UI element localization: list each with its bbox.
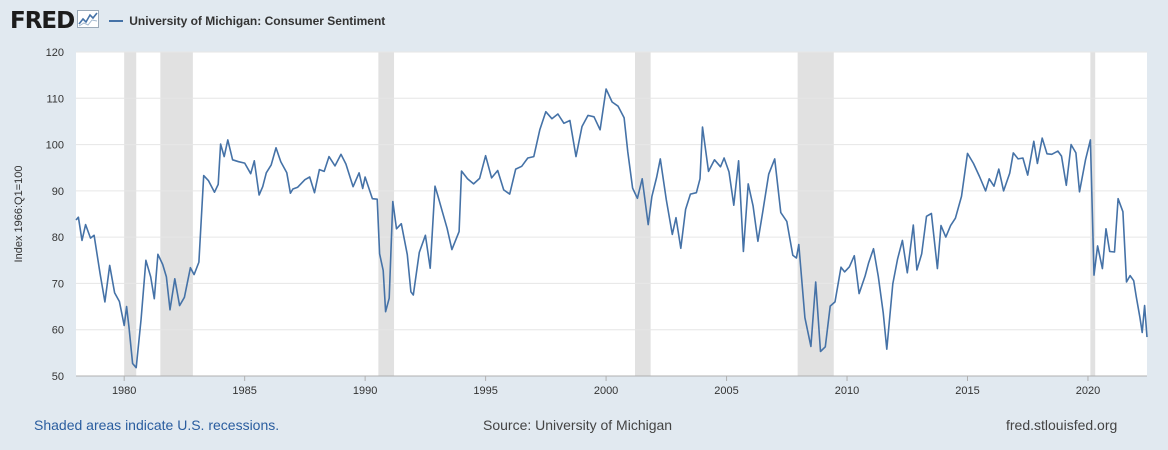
y-tick-label: 80	[52, 232, 64, 244]
x-tick-label: 1980	[112, 385, 136, 397]
y-tick-label: 70	[52, 278, 64, 290]
recession-band	[634, 52, 651, 376]
x-tick-label: 2015	[955, 385, 979, 397]
y-tick-label: 110	[46, 93, 64, 105]
x-tick-label: 1990	[353, 385, 377, 397]
x-tick-label: 1985	[232, 385, 256, 397]
recessions-note[interactable]: Shaded areas indicate U.S. recessions.	[34, 417, 280, 433]
recession-band	[160, 52, 193, 376]
series-line-consumer-sentiment[interactable]	[75, 88, 1148, 369]
grid-lines	[76, 51, 1147, 377]
recession-band	[124, 52, 137, 376]
fred-logo[interactable]: FRED	[10, 8, 100, 34]
y-tick-label: 50	[52, 371, 64, 383]
x-axis-ticks: 1980 1985 1990 1995 2000 2005 2010 2015 2020	[112, 376, 1100, 397]
y-tick-label: 60	[52, 325, 64, 337]
chart-sparkline-icon	[77, 9, 100, 33]
plot-area	[76, 52, 1147, 376]
y-tick-label: 120	[46, 47, 64, 59]
legend-swatch	[109, 20, 124, 22]
x-tick-label: 2005	[714, 385, 738, 397]
site-link[interactable]: fred.stlouisfed.org	[1006, 417, 1118, 433]
y-tick-label: 100	[46, 140, 64, 152]
fred-logo-text: FRED	[10, 8, 75, 34]
y-axis-label: Index 1966:Q1=100	[13, 166, 25, 263]
legend-label: University of Michigan: Consumer Sentime…	[129, 14, 386, 28]
chart-header: FRED University of Michigan: Consumer Se…	[10, 6, 385, 36]
x-tick-label: 2010	[835, 385, 859, 397]
recession-band	[378, 52, 395, 376]
x-tick-label: 2020	[1076, 385, 1100, 397]
recession-shading	[124, 52, 1096, 376]
y-tick-label: 90	[52, 186, 64, 198]
source-note: Source: University of Michigan	[483, 417, 673, 433]
x-tick-label: 2000	[594, 385, 618, 397]
line-chart: 50 60 70 80 90 100 110 120 1980 1985 1990 1995 2000…	[13, 47, 1148, 397]
series-legend[interactable]: University of Michigan: Consumer Sentime…	[109, 14, 385, 28]
x-tick-label: 1995	[473, 385, 497, 397]
y-axis-ticks: 50 60 70 80 90 100 110 120	[46, 47, 64, 383]
